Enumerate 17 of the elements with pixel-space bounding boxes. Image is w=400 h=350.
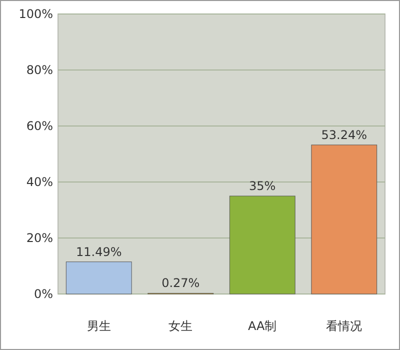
y-tick-label: 20% <box>26 231 53 245</box>
data-label: 35% <box>249 179 276 193</box>
data-label: 11.49% <box>76 244 122 259</box>
x-tick-label: 看情况 <box>326 319 362 333</box>
data-label: 0.27% <box>162 276 200 290</box>
x-tick-label: 女生 <box>168 319 193 333</box>
x-tick-label: 男生 <box>86 319 111 333</box>
bar <box>311 144 378 294</box>
y-tick-label: 60% <box>26 119 53 133</box>
data-label: 53.24% <box>321 128 368 142</box>
y-tick-label: 100% <box>18 7 53 21</box>
y-tick-label: 0% <box>34 287 53 301</box>
y-tick-label: 80% <box>26 63 53 77</box>
x-tick-label: AA制 <box>248 319 277 333</box>
y-tick-label: 40% <box>26 175 53 189</box>
bar <box>229 196 296 294</box>
bar <box>66 262 132 294</box>
